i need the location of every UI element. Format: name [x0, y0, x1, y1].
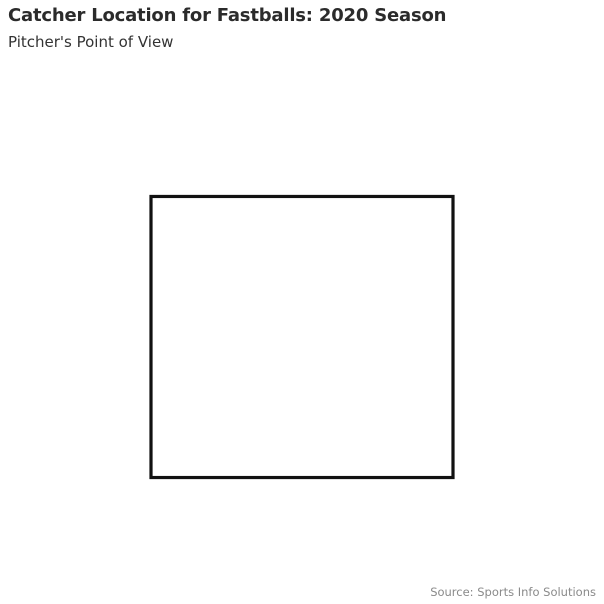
density-gaps	[181, 216, 423, 396]
chart-title: Catcher Location for Fastballs: 2020 Sea…	[8, 5, 447, 26]
source-caption: Source: Sports Info Solutions	[430, 585, 596, 599]
strike-zone	[149, 194, 455, 480]
chart-subtitle: Pitcher's Point of View	[8, 33, 174, 51]
pitch-density-fill	[0, 90, 604, 560]
